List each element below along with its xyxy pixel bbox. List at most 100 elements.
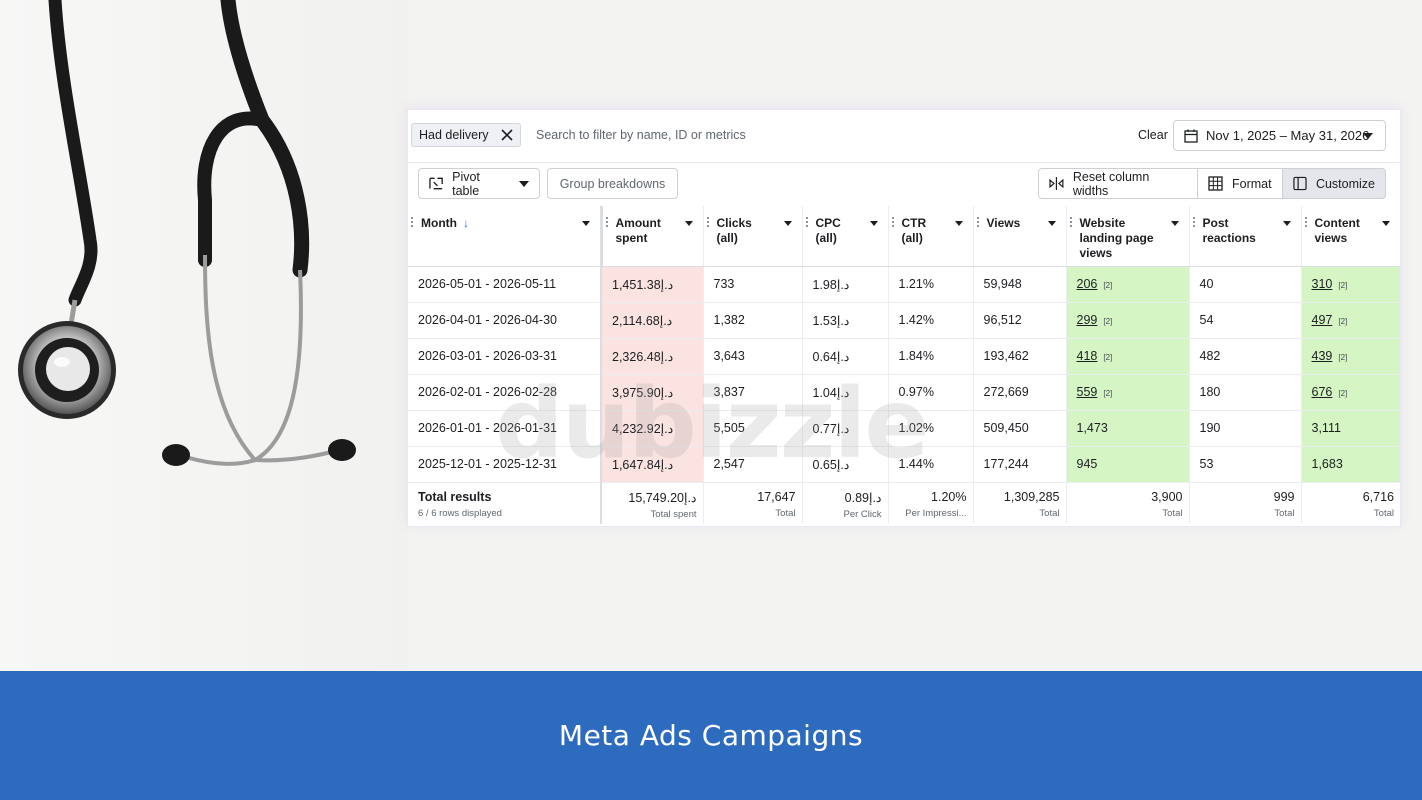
- chevron-down-icon[interactable]: [783, 221, 792, 226]
- footnote-marker[interactable]: [2]: [1103, 389, 1113, 398]
- clear-button[interactable]: Clear: [1138, 128, 1168, 142]
- month-cell: 2025-12-01 - 2025-12-31: [408, 446, 602, 483]
- column-header-label: (all): [901, 231, 923, 245]
- column-header-cpc[interactable]: CPC (all): [802, 206, 889, 267]
- drag-handle-icon[interactable]: [805, 217, 808, 227]
- drag-handle-icon[interactable]: [891, 217, 894, 227]
- pivot-table-button[interactable]: Pivot table: [418, 168, 540, 199]
- filter-chip-had-delivery[interactable]: Had delivery: [411, 123, 521, 147]
- post-reactions-cell: 54: [1189, 302, 1302, 339]
- landing-page-views-cell[interactable]: 418 [2]: [1066, 338, 1190, 375]
- views-cell: 509,450: [973, 410, 1067, 447]
- content-views-cell[interactable]: 439 [2]: [1301, 338, 1400, 375]
- format-button[interactable]: Format: [1197, 168, 1283, 199]
- post-reactions-cell: 180: [1189, 374, 1302, 411]
- footnote-marker[interactable]: [2]: [1338, 389, 1348, 398]
- date-range-picker[interactable]: Nov 1, 2025 – May 31, 2026: [1173, 120, 1386, 151]
- chevron-down-icon[interactable]: [1047, 221, 1056, 226]
- views-cell: 177,244: [973, 446, 1067, 483]
- column-header-label: Month: [421, 216, 457, 230]
- drag-handle-icon[interactable]: [1304, 217, 1307, 227]
- footnote-marker[interactable]: [2]: [1103, 353, 1113, 362]
- chevron-down-icon[interactable]: [1382, 221, 1390, 226]
- customize-button[interactable]: Customize: [1282, 168, 1386, 199]
- content-views-link[interactable]: 497: [1311, 313, 1333, 327]
- chevron-down-icon[interactable]: [869, 221, 878, 226]
- content-views-link[interactable]: 439: [1311, 349, 1333, 363]
- drag-handle-icon[interactable]: [605, 217, 608, 227]
- sort-down-icon[interactable]: ↓: [462, 216, 469, 230]
- calendar-icon: [1184, 129, 1198, 143]
- footnote-marker[interactable]: [2]: [1103, 281, 1113, 290]
- column-header-amount-spent[interactable]: Amount spent: [601, 206, 704, 267]
- column-header-label: landing page: [1079, 231, 1154, 245]
- content-views-link[interactable]: 310: [1311, 277, 1333, 291]
- ctr-cell: 1.21%: [888, 266, 974, 303]
- month-cell: 2026-04-01 - 2026-04-30: [408, 302, 602, 339]
- column-header-website-landing-page-views[interactable]: Website landing page views: [1066, 206, 1190, 267]
- drag-handle-icon[interactable]: [411, 217, 413, 227]
- table-row[interactable]: 2026-05-01 - 2026-05-11 1,451.38د.إ 733 …: [408, 266, 1400, 303]
- column-header-clicks[interactable]: Clicks (all): [703, 206, 803, 267]
- ctr-cell: 0.97%: [888, 374, 974, 411]
- chevron-down-icon[interactable]: [684, 221, 693, 226]
- footnote-marker[interactable]: [2]: [1103, 317, 1113, 326]
- column-header-ctr[interactable]: CTR (all): [888, 206, 974, 267]
- column-header-views[interactable]: Views: [973, 206, 1067, 267]
- chevron-down-icon[interactable]: [954, 221, 963, 226]
- column-header-label: Post: [1202, 216, 1229, 230]
- content-views-link[interactable]: 676: [1311, 385, 1333, 399]
- table-header-row: Month ↓ Amount spent Clicks (all) CPC (all) …: [408, 206, 1400, 267]
- totals-label-cell: Total results 6 / 6 rows displayed: [408, 482, 602, 524]
- footnote-marker[interactable]: [2]: [1338, 353, 1348, 362]
- chevron-down-icon[interactable]: [581, 221, 590, 226]
- rows-displayed-label: 6 / 6 rows displayed: [418, 507, 502, 519]
- table-row[interactable]: 2026-01-01 - 2026-01-31 4,232.92د.إ 5,50…: [408, 410, 1400, 447]
- total-landing-page-views-value: 3,900: [1151, 489, 1183, 504]
- chevron-down-icon[interactable]: [1170, 221, 1179, 226]
- landing-page-views-cell[interactable]: 299 [2]: [1066, 302, 1190, 339]
- drag-handle-icon[interactable]: [706, 217, 709, 227]
- table-row[interactable]: 2025-12-01 - 2025-12-31 1,647.84د.إ 2,54…: [408, 446, 1400, 483]
- footnote-marker[interactable]: [2]: [1338, 281, 1348, 290]
- landing-page-views-cell[interactable]: 206 [2]: [1066, 266, 1190, 303]
- reset-column-widths-label: Reset column widths: [1072, 169, 1150, 198]
- column-header-label: (all): [815, 231, 837, 245]
- column-header-post-reactions[interactable]: Post reactions: [1189, 206, 1302, 267]
- drag-handle-icon[interactable]: [976, 217, 979, 227]
- table-row[interactable]: 2026-02-01 - 2026-02-28 3,975.90د.إ 3,83…: [408, 374, 1400, 411]
- table-row[interactable]: 2026-03-01 - 2026-03-31 2,326.48د.إ 3,64…: [408, 338, 1400, 375]
- group-breakdowns-button[interactable]: Group breakdowns: [547, 168, 678, 199]
- ctr-cell: 1.02%: [888, 410, 974, 447]
- chevron-down-icon[interactable]: [1282, 221, 1291, 226]
- landing-page-views-link[interactable]: 299: [1076, 313, 1098, 327]
- total-ctr-cell: 1.20% Per Impressi...: [888, 482, 974, 524]
- column-header-label: reactions: [1202, 231, 1256, 245]
- close-icon[interactable]: [500, 128, 514, 142]
- landing-page-views-link[interactable]: 206: [1076, 277, 1098, 291]
- format-label: Format: [1232, 176, 1272, 191]
- landing-page-views-cell[interactable]: 559 [2]: [1066, 374, 1190, 411]
- total-landing-page-views-cell: 3,900 Total: [1066, 482, 1190, 524]
- customize-label: Customize: [1315, 176, 1375, 191]
- footnote-marker[interactable]: [2]: [1338, 317, 1348, 326]
- amount-spent-cell: 1,451.38د.إ: [601, 266, 704, 303]
- content-views-cell[interactable]: 310 [2]: [1301, 266, 1400, 303]
- search-input[interactable]: Search to filter by name, ID or metrics: [536, 128, 746, 142]
- content-views-cell[interactable]: 676 [2]: [1301, 374, 1400, 411]
- column-header-content-views[interactable]: Content views: [1301, 206, 1400, 267]
- column-header-month[interactable]: Month ↓: [408, 206, 603, 267]
- landing-page-views-link[interactable]: 418: [1076, 349, 1098, 363]
- ctr-cell: 1.44%: [888, 446, 974, 483]
- total-ctr-value: 1.20%: [931, 489, 967, 504]
- content-views-cell[interactable]: 497 [2]: [1301, 302, 1400, 339]
- pivot-table-label: Pivot table: [452, 169, 480, 198]
- drag-handle-icon[interactable]: [1069, 217, 1072, 227]
- month-cell: 2026-05-01 - 2026-05-11: [408, 266, 602, 303]
- table-row[interactable]: 2026-04-01 - 2026-04-30 2,114.68د.إ 1,38…: [408, 302, 1400, 339]
- drag-handle-icon[interactable]: [1192, 217, 1195, 227]
- landing-page-views-link[interactable]: 559: [1076, 385, 1098, 399]
- clicks-cell: 2,547: [703, 446, 803, 483]
- total-landing-page-views-label: Total: [1162, 507, 1183, 519]
- reset-column-widths-button[interactable]: Reset column widths: [1038, 168, 1198, 199]
